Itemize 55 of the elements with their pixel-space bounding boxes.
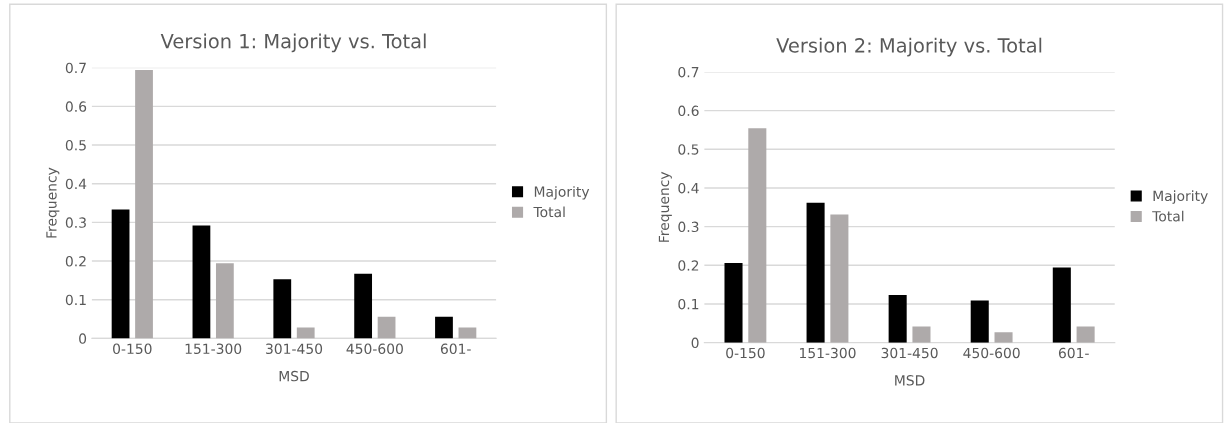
bar xyxy=(970,300,989,343)
x-axis-title: MSD xyxy=(279,370,309,382)
y-tick-label: 0.2 xyxy=(65,256,86,267)
bar xyxy=(724,262,743,343)
bar xyxy=(192,225,211,339)
x-axis-title: MSD xyxy=(895,375,925,386)
chart-title: Version 2: Majority vs. Total xyxy=(776,37,1042,57)
y-tick-label: 0.1 xyxy=(65,294,86,306)
x-tick-label: 601- xyxy=(1058,347,1089,359)
legend-label: Total xyxy=(1152,210,1184,222)
y-tick-label: 0.6 xyxy=(678,105,699,117)
y-tick-label: 0.4 xyxy=(65,178,87,190)
bar xyxy=(1076,326,1095,343)
legend-label: Majority xyxy=(534,186,590,200)
y-axis-title: Frequency xyxy=(658,171,672,242)
bar xyxy=(377,316,396,339)
x-tick-label: 151-300 xyxy=(800,347,856,359)
y-tick-label: 0.5 xyxy=(678,144,699,155)
bar xyxy=(435,316,453,339)
y-tick-label: 0.1 xyxy=(678,298,699,310)
bar xyxy=(296,327,315,339)
y-tick-label: 0 xyxy=(691,337,699,349)
legend-label: Majority xyxy=(1153,190,1208,204)
x-tick-label: 450-600 xyxy=(963,347,1020,359)
bar xyxy=(806,202,825,343)
y-tick-label: 0.7 xyxy=(65,62,86,74)
bar xyxy=(215,263,234,339)
bar xyxy=(354,273,373,339)
x-tick-label: 151-300 xyxy=(185,343,242,355)
bar xyxy=(830,214,849,343)
bar xyxy=(994,332,1013,343)
bar xyxy=(111,209,130,339)
bar xyxy=(135,70,153,339)
x-tick-label: 601- xyxy=(440,343,471,355)
bar xyxy=(1052,267,1071,343)
bar xyxy=(912,326,931,343)
y-tick-label: 0.2 xyxy=(678,260,699,271)
y-tick-label: 0.3 xyxy=(678,221,699,233)
chart-title: Version 1: Majority vs. Total xyxy=(160,33,426,53)
bar xyxy=(748,128,767,343)
x-tick-label: 301-450 xyxy=(266,343,323,355)
legend-label: Total xyxy=(533,206,565,218)
y-axis-title: Frequency xyxy=(46,167,60,238)
bar xyxy=(273,279,292,339)
x-tick-label: 301-450 xyxy=(881,347,938,359)
y-tick-label: 0 xyxy=(79,333,87,344)
y-tick-label: 0.5 xyxy=(65,140,86,151)
y-tick-label: 0.4 xyxy=(678,182,699,194)
bar xyxy=(888,295,907,343)
y-tick-label: 0.3 xyxy=(65,217,86,228)
x-tick-label: 0-150 xyxy=(113,343,152,355)
y-tick-label: 0.6 xyxy=(65,101,87,112)
x-tick-label: 0-150 xyxy=(726,347,765,359)
x-tick-label: 450-600 xyxy=(346,343,403,355)
y-tick-label: 0.7 xyxy=(678,66,699,78)
